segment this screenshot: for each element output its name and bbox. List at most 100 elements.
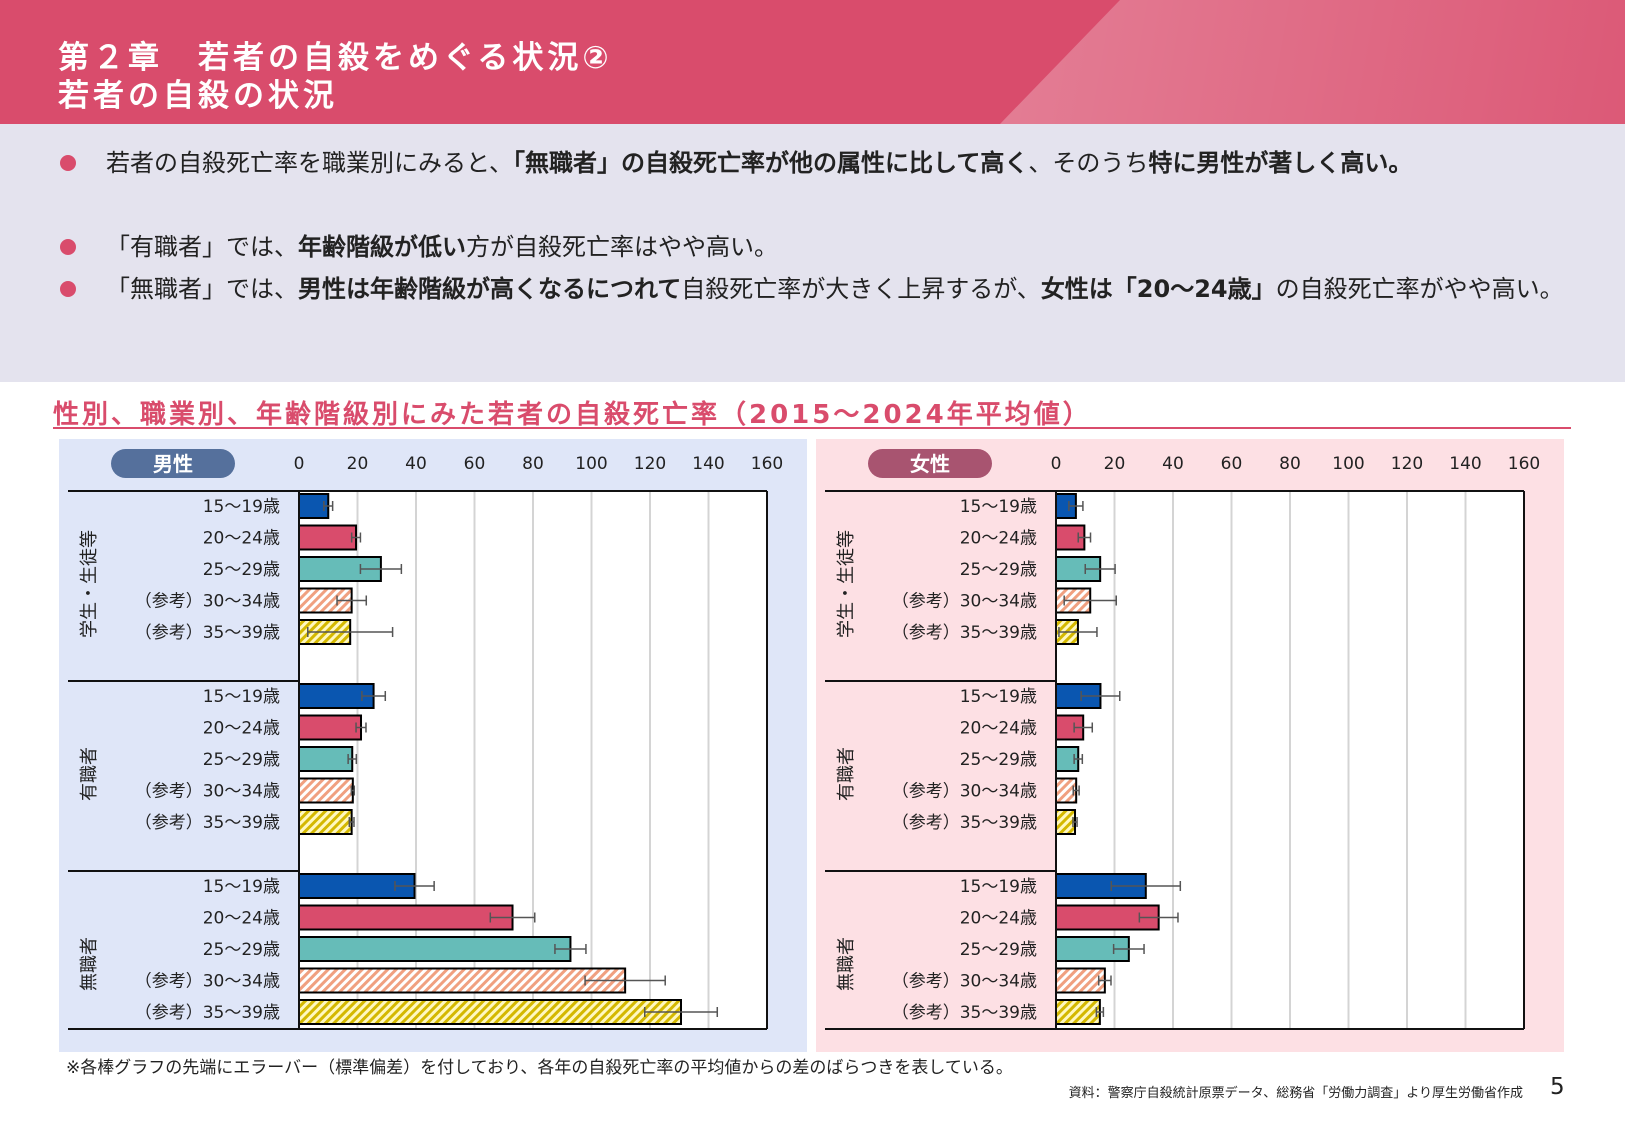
occupation-group-label: 学生・生徒等	[79, 530, 100, 638]
bar-20-24	[298, 524, 358, 551]
chart-section-title: 性別、職業別、年齢階級別にみた若者の自殺死亡率（2015～2024年平均値）	[53, 400, 1092, 430]
emphasis-text: 特に男性が著しく高い。	[1148, 149, 1413, 177]
age-group-label: （参考）35～39歳	[892, 1003, 1037, 1023]
age-group-label: 25～29歳	[960, 560, 1037, 580]
age-group-label: 15～19歳	[203, 877, 280, 897]
age-group-label: （参考）30～34歳	[135, 782, 280, 802]
age-group-label: （参考）35～39歳	[135, 623, 280, 643]
bar-20-24	[298, 904, 514, 931]
bullet-text: 「有職者」では、年齢階級が低い方が自殺死亡率はやや高い。	[106, 226, 1570, 268]
bar-30-34	[1055, 967, 1106, 994]
emphasis-text: 年齢階級が低い	[298, 233, 466, 261]
x-tick-label: 120	[634, 454, 666, 474]
x-tick-label: 40	[1162, 454, 1184, 474]
x-tick-label: 20	[1104, 454, 1126, 474]
source-note: 資料：警察庁自殺統計原票データ、総務省「労働力調査」より厚生労働省作成	[1068, 1086, 1523, 1101]
bar-20-24	[1055, 714, 1085, 741]
x-tick-label: 20	[347, 454, 369, 474]
age-group-label: 15～19歳	[203, 687, 280, 707]
bar-35-39	[298, 999, 683, 1025]
page-title: 若者の自殺の状況	[58, 78, 338, 114]
bullet-text-segment: 、そのうち	[1028, 149, 1149, 177]
page-header: 第２章 若者の自殺をめぐる状況② 若者の自殺の状況	[0, 0, 1625, 124]
occupation-group-label: 無職者	[836, 937, 857, 991]
summary-bullet: 若者の自殺死亡率を職業別にみると、「無職者」の自殺死亡率が他の属性に比して高く、…	[60, 142, 1570, 184]
age-group-label: 15～19歳	[960, 877, 1037, 897]
age-group-label: 25～29歳	[960, 750, 1037, 770]
x-tick-label: 160	[751, 454, 783, 474]
gender-badge	[111, 449, 235, 478]
emphasis-text: 男性は年齢階級が高くなるにつれて	[298, 275, 682, 303]
bar-35-39	[1055, 999, 1101, 1025]
age-group-label: （参考）30～34歳	[135, 592, 280, 612]
male-chart: 男性 0 20 40 60 80 100 120 140 160 学生・生徒等 15～19歳 20～24…	[68, 449, 783, 1030]
bullet-text: 「無職者」では、男性は年齢階級が高くなるにつれて自殺死亡率が大きく上昇するが、女…	[106, 268, 1570, 310]
bullet-text-segment: 若者の自殺死亡率を職業別にみると、	[106, 149, 514, 177]
age-group-label: 25～29歳	[203, 560, 280, 580]
bullet-text: 若者の自殺死亡率を職業別にみると、「無職者」の自殺死亡率が他の属性に比して高く、…	[106, 142, 1570, 184]
x-tick-label: 140	[1449, 454, 1481, 474]
summary-bullet: 「有職者」では、年齢階級が低い方が自殺死亡率はやや高い。	[60, 226, 1570, 268]
header-decoration	[1000, 0, 1625, 124]
female-chart-panel: 女性 0 20 40 60 80 100 120 140 160 学生・生徒等 15～19歳 20～24…	[816, 439, 1564, 1052]
age-group-label: （参考）35～39歳	[892, 813, 1037, 833]
summary-box: 若者の自殺死亡率を職業別にみると、「無職者」の自殺死亡率が他の属性に比して高く、…	[0, 124, 1625, 382]
occupation-group-label: 学生・生徒等	[836, 530, 857, 638]
bullet-icon	[60, 281, 76, 297]
male-chart-panel: 男性 0 20 40 60 80 100 120 140 160 学生・生徒等 15～19歳 20～24…	[59, 439, 807, 1052]
age-group-label: 20～24歳	[203, 529, 280, 549]
bullet-icon	[60, 155, 76, 171]
x-tick-label: 40	[405, 454, 427, 474]
bar-35-39	[1055, 809, 1077, 835]
age-group-label: （参考）30～34歳	[892, 592, 1037, 612]
summary-bullet: 「無職者」では、男性は年齢階級が高くなるにつれて自殺死亡率が大きく上昇するが、女…	[60, 268, 1570, 310]
age-group-label: （参考）30～34歳	[892, 782, 1037, 802]
x-tick-label: 160	[1508, 454, 1540, 474]
bar-35-39	[298, 809, 353, 835]
age-group-label: 25～29歳	[203, 940, 280, 960]
occupation-group-label: 無職者	[79, 937, 100, 991]
x-tick-label: 140	[692, 454, 724, 474]
chapter-title: 第２章 若者の自殺をめぐる状況②	[58, 40, 613, 76]
age-group-label: （参考）35～39歳	[135, 813, 280, 833]
bullet-text-segment: 「有職者」では、	[106, 233, 298, 261]
bar-30-34	[298, 967, 627, 994]
x-tick-label: 80	[522, 454, 544, 474]
x-tick-label: 120	[1391, 454, 1423, 474]
bar-25-29	[298, 936, 572, 962]
x-tick-label: 100	[575, 454, 607, 474]
occupation-group-label: 有職者	[836, 747, 857, 801]
bar-20-24	[298, 714, 363, 741]
occupation-group-label: 有職者	[79, 747, 100, 801]
x-tick-label: 0	[1051, 454, 1062, 474]
emphasis-text: 女性は「20～24歳」	[1040, 275, 1276, 303]
age-group-label: 20～24歳	[203, 909, 280, 929]
age-group-label: （参考）35～39歳	[892, 623, 1037, 643]
age-group-label: （参考）30～34歳	[135, 972, 280, 992]
bullet-text-segment: の自殺死亡率がやや高い。	[1275, 275, 1564, 303]
emphasis-text: 「無職者」の自殺死亡率が他の属性に比して高く	[513, 149, 1029, 177]
bar-30-34	[298, 777, 354, 804]
age-group-label: 20～24歳	[203, 719, 280, 739]
footnote: ※各棒グラフの先端にエラーバー（標準偏差）を付しており、各年の自殺死亡率の平均値…	[66, 1058, 1013, 1078]
gender-badge	[868, 449, 992, 478]
age-group-label: 20～24歳	[960, 909, 1037, 929]
bullet-text-segment: 方が自殺死亡率はやや高い。	[466, 233, 778, 261]
page-number: 5	[1550, 1074, 1565, 1100]
bullet-text-segment: 自殺死亡率が大きく上昇するが、	[681, 275, 1041, 303]
age-group-label: 15～19歳	[960, 687, 1037, 707]
age-group-label: 15～19歳	[203, 497, 280, 517]
x-tick-label: 100	[1332, 454, 1364, 474]
x-tick-label: 60	[1221, 454, 1243, 474]
bullet-icon	[60, 239, 76, 255]
gender-label: 女性	[910, 452, 950, 476]
age-group-label: 20～24歳	[960, 529, 1037, 549]
bar-25-29	[298, 746, 354, 772]
x-tick-label: 80	[1279, 454, 1301, 474]
female-chart: 女性 0 20 40 60 80 100 120 140 160 学生・生徒等 15～19歳 20～24…	[825, 449, 1540, 1030]
x-tick-label: 0	[294, 454, 305, 474]
x-tick-label: 60	[464, 454, 486, 474]
age-group-label: 25～29歳	[203, 750, 280, 770]
section-divider	[53, 427, 1571, 429]
age-group-label: （参考）30～34歳	[892, 972, 1037, 992]
